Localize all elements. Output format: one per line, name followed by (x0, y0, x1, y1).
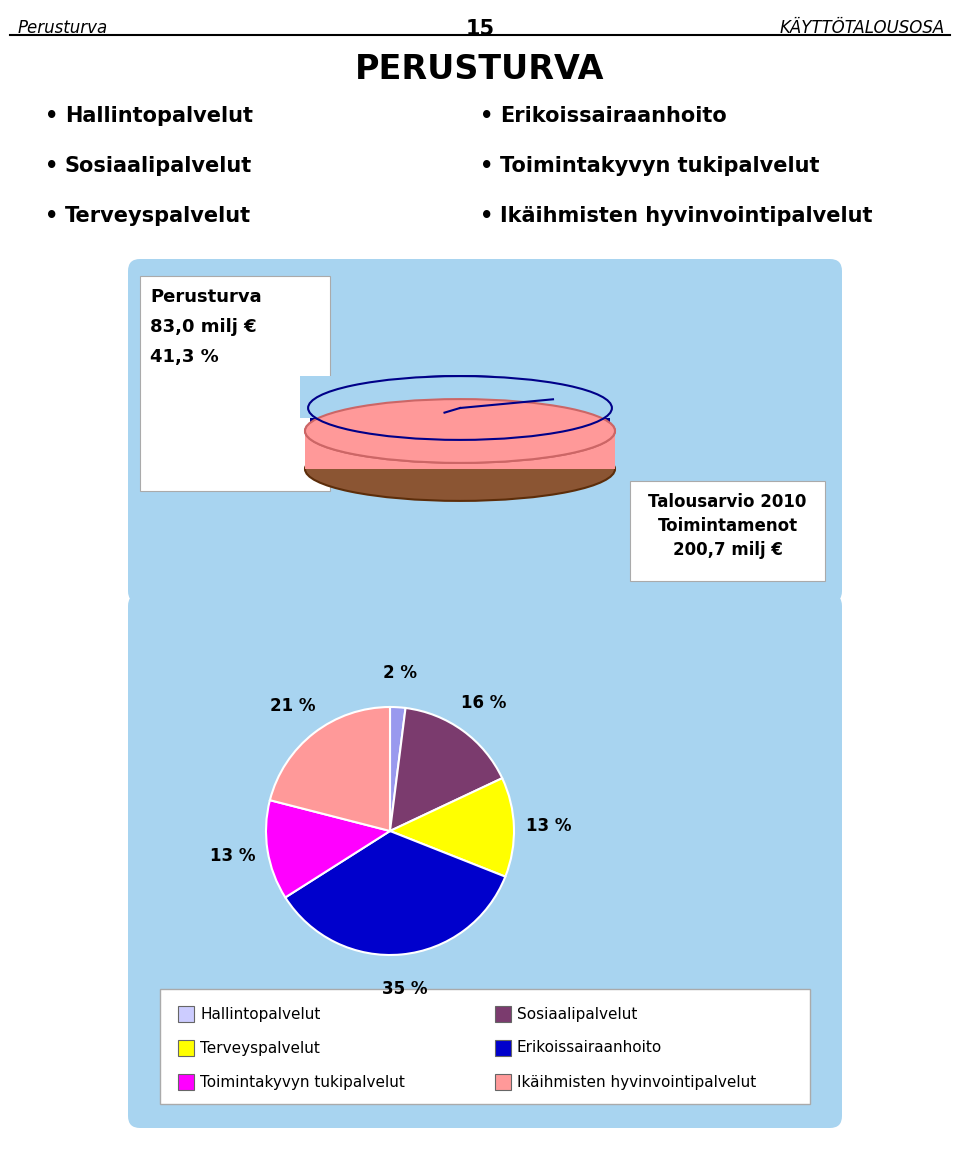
Wedge shape (266, 800, 390, 897)
Text: 21 %: 21 % (270, 697, 316, 714)
Text: •: • (45, 206, 59, 226)
Text: Ikäihmisten hyvinvointipalvelut: Ikäihmisten hyvinvointipalvelut (500, 206, 873, 226)
Text: •: • (45, 156, 59, 176)
Text: •: • (480, 206, 493, 226)
Bar (178, 1074, 194, 1090)
Bar (300, 376, 620, 418)
FancyBboxPatch shape (160, 989, 810, 1104)
FancyBboxPatch shape (128, 259, 842, 603)
Wedge shape (270, 707, 390, 831)
Text: •: • (480, 156, 493, 176)
Text: KÄYTTÖTALOUSOSA: KÄYTTÖTALOUSOSA (780, 19, 945, 37)
Text: Perusturva: Perusturva (150, 288, 262, 306)
Ellipse shape (305, 437, 615, 501)
Text: 35 %: 35 % (382, 980, 428, 998)
Bar (178, 1006, 194, 1022)
Text: Terveyspalvelut: Terveyspalvelut (65, 206, 252, 226)
Text: Toimintamenot: Toimintamenot (658, 518, 798, 535)
Wedge shape (390, 707, 405, 831)
Bar (178, 1040, 194, 1056)
Bar (495, 1040, 511, 1056)
Ellipse shape (305, 399, 615, 463)
Text: Hallintopalvelut: Hallintopalvelut (65, 107, 253, 126)
Text: Terveyspalvelut: Terveyspalvelut (200, 1041, 320, 1055)
Wedge shape (390, 779, 514, 877)
Bar (495, 1006, 511, 1022)
Text: 13 %: 13 % (526, 817, 571, 835)
Text: 15: 15 (466, 19, 494, 39)
FancyBboxPatch shape (128, 594, 842, 1128)
Text: 200,7 milj €: 200,7 milj € (673, 541, 782, 559)
Ellipse shape (308, 376, 612, 440)
Text: Erikoissairaanhoito: Erikoissairaanhoito (517, 1041, 662, 1055)
Wedge shape (390, 708, 502, 831)
Bar (495, 1074, 511, 1090)
Text: 41,3 %: 41,3 % (150, 348, 219, 367)
FancyBboxPatch shape (140, 276, 330, 491)
Bar (310, 408, 611, 433)
Text: •: • (480, 107, 493, 126)
Text: Erikoissairaanhoito: Erikoissairaanhoito (500, 107, 727, 126)
Text: Sosiaalipalvelut: Sosiaalipalvelut (517, 1007, 637, 1021)
Text: Talousarvio 2010: Talousarvio 2010 (648, 493, 806, 511)
Text: Hallintopalvelut: Hallintopalvelut (200, 1007, 321, 1021)
Text: Toimintakyvyn tukipalvelut: Toimintakyvyn tukipalvelut (200, 1075, 405, 1089)
Text: 16 %: 16 % (461, 693, 506, 712)
Text: Perusturva: Perusturva (18, 19, 108, 37)
FancyBboxPatch shape (630, 481, 825, 581)
Text: 83,0 milj €: 83,0 milj € (150, 319, 256, 336)
Text: PERUSTURVA: PERUSTURVA (355, 53, 605, 85)
Text: 13 %: 13 % (210, 847, 256, 865)
Text: Sosiaalipalvelut: Sosiaalipalvelut (65, 156, 252, 176)
Ellipse shape (305, 399, 615, 463)
Text: 2 %: 2 % (383, 664, 417, 682)
Wedge shape (285, 831, 505, 956)
Bar (305, 431, 615, 470)
Text: Ikäihmisten hyvinvointipalvelut: Ikäihmisten hyvinvointipalvelut (517, 1075, 756, 1089)
Text: •: • (45, 107, 59, 126)
Text: Toimintakyvyn tukipalvelut: Toimintakyvyn tukipalvelut (500, 156, 820, 176)
